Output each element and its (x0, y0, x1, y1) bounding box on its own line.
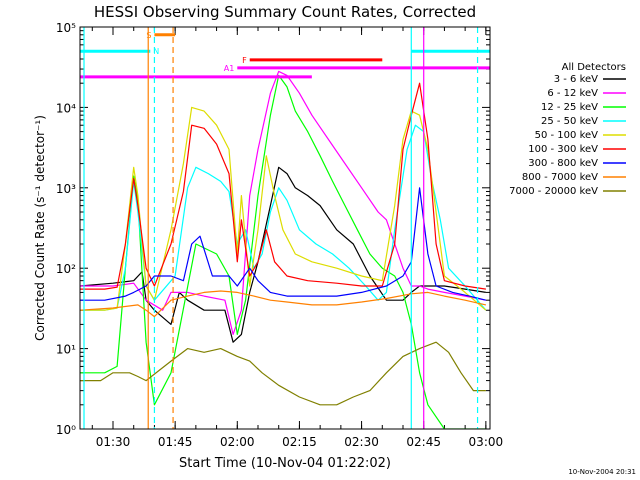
legend-label: 6 - 12 keV (547, 88, 598, 99)
series-line-7 (80, 187, 487, 301)
vertical-markers (83, 27, 479, 429)
y-tick-label: 10³ (56, 182, 76, 196)
series-line-5 (80, 106, 487, 311)
series-line-6 (80, 82, 486, 290)
flag-bars: SNFA1A3 (80, 31, 490, 79)
x-tick-label: 01:45 (158, 435, 193, 449)
y-axis-label: Corrected Count Rate (s⁻¹ detector⁻¹) (33, 115, 47, 341)
x-tick-label: 03:00 (469, 435, 504, 449)
legend-title: All Detectors (562, 62, 626, 73)
y-tick-label: 10⁰ (56, 423, 76, 437)
y-tick-label: 10⁵ (56, 21, 76, 35)
plot-frame (79, 26, 491, 430)
x-axis-label: Start Time (10-Nov-04 01:22:02) (179, 456, 391, 471)
legend-label: 7000 - 20000 keV (509, 186, 598, 197)
flag-bar-label: S (146, 31, 151, 40)
legend-label: 25 - 50 keV (541, 116, 598, 127)
legend-label: 100 - 300 keV (528, 144, 598, 155)
legend-label: 300 - 800 keV (528, 158, 598, 169)
y-tick-label: 10¹ (56, 343, 76, 357)
x-tick-label: 02:45 (406, 435, 441, 449)
legend-label: 3 - 6 keV (554, 74, 598, 85)
legend-label: 800 - 7000 keV (522, 172, 598, 183)
timestamp: 10-Nov-2004 20:31 (568, 468, 636, 476)
x-tick-label: 02:30 (344, 435, 379, 449)
legend-label: 50 - 100 keV (535, 130, 599, 141)
series-line-8 (80, 290, 487, 318)
flag-bar-label: F (242, 56, 247, 65)
y-tick-label: 10⁴ (56, 101, 76, 115)
x-tick-label: 02:00 (220, 435, 255, 449)
legend: 3 - 6 keV 6 - 12 keV 12 - 25 keV 25 - 50 ke… (509, 74, 626, 197)
x-tick-label: 02:15 (282, 435, 317, 449)
legend-label: 12 - 25 keV (541, 102, 598, 113)
y-axis-label-group: Corrected Count Rate (s⁻¹ detector⁻¹) (33, 115, 47, 341)
series-line-9 (80, 341, 486, 406)
x-tick-label: 01:30 (96, 435, 131, 449)
y-tick-label: 10² (56, 262, 76, 276)
tick-labels: 10⁰ 10¹ 10² 10³ 10⁴ 10⁵ 01:30 01:45 02:00 02:15 02… (56, 21, 503, 449)
flag-bar-label: N (153, 47, 159, 56)
flag-bar-label: A1 (224, 64, 235, 73)
chart-title: HESSI Observing Summary Count Rates, Cor… (94, 3, 476, 21)
